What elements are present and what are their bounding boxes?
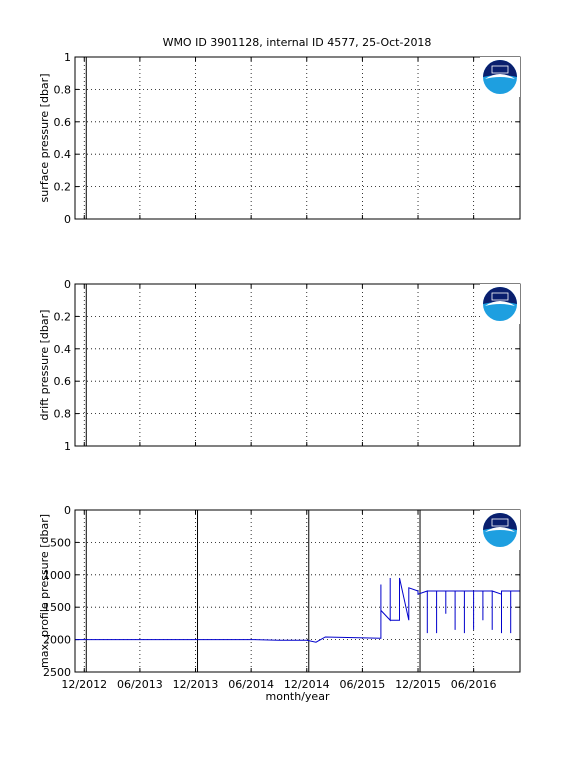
logo-bird: [485, 301, 515, 306]
x-tick-label: 12/2012: [61, 678, 107, 691]
logo-bird: [485, 74, 515, 79]
y-axis-label: max. profile pressure [dbar]: [38, 514, 51, 668]
y-tick-label: 0.2: [54, 310, 72, 323]
chart-title: WMO ID 3901128, internal ID 4577, 25-Oct…: [163, 36, 432, 49]
y-tick-label: 0: [64, 213, 71, 226]
y-tick-label: 0: [64, 278, 71, 291]
x-tick-label: 06/2015: [340, 678, 386, 691]
axes-box: [74, 283, 521, 447]
y-tick-label: 1: [64, 440, 71, 453]
y-tick-label: 0.8: [54, 408, 72, 421]
y-tick-label: 500: [50, 536, 71, 549]
noaa-logo: [480, 510, 520, 550]
x-tick-label: 12/2015: [395, 678, 441, 691]
y-tick-label: 0.4: [54, 343, 72, 356]
y-tick-label: 1000: [43, 569, 71, 582]
y-tick-label: 0.6: [54, 375, 72, 388]
y-tick-label: 0.2: [54, 181, 72, 194]
logo-bird: [485, 527, 515, 532]
plot-area: [75, 284, 520, 446]
logo-band: [491, 518, 509, 527]
x-tick-label: 12/2014: [284, 678, 330, 691]
x-tick-label: 06/2016: [451, 678, 497, 691]
x-tick-label: 06/2013: [117, 678, 163, 691]
logo-band: [491, 292, 509, 301]
y-axis-label: surface pressure [dbar]: [38, 74, 51, 203]
logo-band: [491, 65, 509, 74]
y-axis-label: drift pressure [dbar]: [38, 310, 51, 421]
axes-box: [74, 56, 521, 220]
y-tick-label: 1500: [43, 601, 71, 614]
y-tick-label: 0.8: [54, 83, 72, 96]
y-tick-label: 2000: [43, 634, 71, 647]
axes-box: [74, 509, 521, 673]
y-tick-label: 1: [64, 51, 71, 64]
plot-area: [75, 57, 520, 219]
x-tick-label: 06/2014: [228, 678, 274, 691]
x-axis-label: month/year: [266, 690, 330, 703]
noaa-logo: [480, 57, 520, 97]
y-tick-label: 0: [64, 504, 71, 517]
y-tick-label: 0.6: [54, 116, 72, 129]
data-line: [74, 510, 520, 643]
y-tick-label: 2500: [43, 666, 71, 679]
x-tick-label: 12/2013: [173, 678, 219, 691]
noaa-logo: [480, 284, 520, 324]
y-tick-label: 0.4: [54, 148, 72, 161]
